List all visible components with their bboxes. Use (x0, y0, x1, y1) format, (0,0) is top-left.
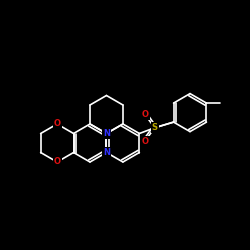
Text: N: N (103, 129, 110, 138)
Text: O: O (142, 110, 148, 119)
Text: O: O (142, 136, 148, 145)
Text: O: O (54, 158, 60, 166)
Text: S: S (152, 123, 158, 132)
Text: O: O (54, 120, 60, 128)
Text: N: N (103, 148, 110, 157)
